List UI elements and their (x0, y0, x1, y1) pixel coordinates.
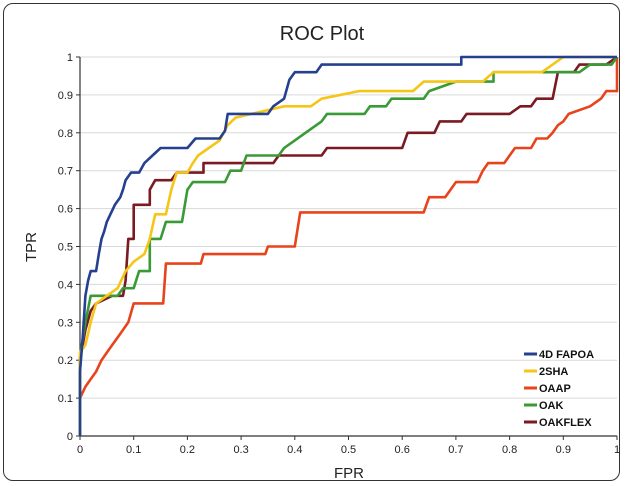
y-tick-label: 0.7 (58, 166, 73, 178)
series-line-oaap (78, 57, 619, 436)
y-tick-label: 0.4 (58, 279, 73, 291)
y-axis-label: TPR (23, 232, 40, 262)
legend-label-2sha: 2SHA (539, 366, 568, 378)
y-tick-label: 1 (67, 52, 73, 64)
legend-label-oaap: OAAP (539, 383, 571, 395)
legend-label-4d-fapoa: 4D FAPOA (539, 349, 594, 361)
x-tick-label: 0.1 (126, 444, 141, 456)
x-axis-label: FPR (334, 465, 364, 482)
y-tick-label: 0.6 (58, 204, 73, 216)
x-tick-label: 0.3 (233, 444, 248, 456)
x-tick-label: 0.5 (341, 444, 356, 456)
series-line-oakflex (78, 55, 618, 436)
y-tick-label: 0.8 (58, 128, 73, 140)
x-tick-label: 0.2 (180, 444, 195, 456)
series-line-oak (78, 56, 619, 436)
y-tick-labels: 0 0.1 0.2 0.3 0.4 0.5 0.6 0.7 0.8 0.9 1 (58, 52, 73, 443)
y-tick-label: 0.1 (58, 393, 73, 405)
legend-label-oak: OAK (539, 400, 564, 412)
x-tick-label: 0 (77, 444, 83, 456)
x-tick-labels: 0 0.1 0.2 0.3 0.4 0.5 0.6 0.7 0.8 0.9 1 (77, 444, 620, 456)
chart-title: ROC Plot (280, 23, 365, 45)
series-line-4d-fapoa (78, 55, 617, 436)
x-tick-label: 1 (614, 444, 620, 456)
x-tick-label: 0.8 (502, 444, 517, 456)
y-tick-label: 0.2 (58, 355, 73, 367)
y-tick-label: 0.3 (58, 317, 73, 329)
legend-label-oakflex: OAKFLEX (539, 417, 592, 429)
y-tick-label: 0.5 (58, 242, 73, 254)
x-tick-label: 0.6 (395, 444, 410, 456)
chart-frame (3, 3, 620, 481)
grid-lines (80, 56, 617, 399)
y-tick-label: 0.9 (58, 90, 73, 102)
x-tick-label: 0.9 (556, 444, 571, 456)
x-tick-label: 0.7 (448, 444, 463, 456)
x-tick-label: 0.4 (287, 444, 302, 456)
series-line-2sha (78, 55, 617, 436)
legend: 4D FAPOA 2SHA OAAP OAK OAKFLEX (524, 349, 594, 429)
series-lines (78, 55, 619, 436)
y-tick-label: 0 (67, 431, 73, 443)
